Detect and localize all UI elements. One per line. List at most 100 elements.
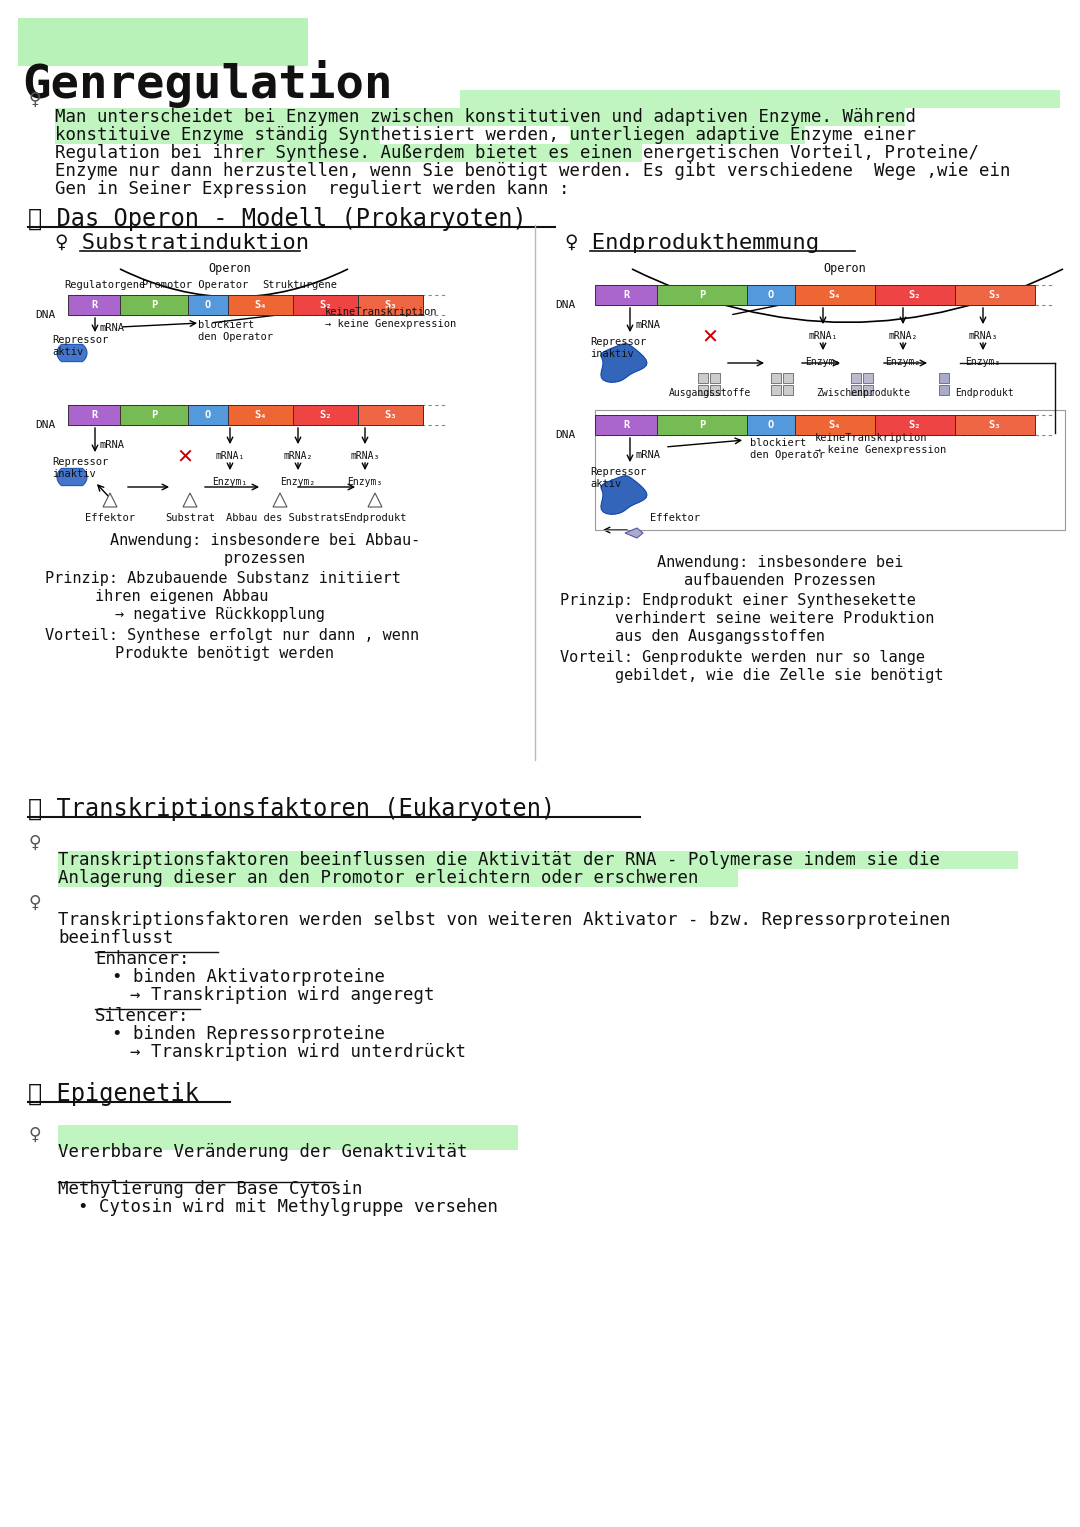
- Text: → keine Genexpression: → keine Genexpression: [815, 444, 946, 455]
- Text: verhindert seine weitere Produktion: verhindert seine weitere Produktion: [615, 611, 934, 626]
- Text: O: O: [205, 411, 211, 420]
- Polygon shape: [273, 493, 287, 507]
- Text: Repressor: Repressor: [52, 334, 108, 345]
- Text: Gen in Seiner Expression  reguliert werden kann :: Gen in Seiner Expression reguliert werde…: [55, 180, 569, 199]
- Text: S₂: S₂: [908, 420, 921, 431]
- Text: ♀: ♀: [28, 90, 41, 110]
- Text: ♀: ♀: [28, 1125, 41, 1145]
- Text: → Transkription wird angeregt: → Transkription wird angeregt: [130, 986, 434, 1003]
- Text: ② Transkriptionsfaktoren (Eukaryoten): ② Transkriptionsfaktoren (Eukaryoten): [28, 797, 555, 822]
- Text: mRNA: mRNA: [100, 440, 125, 450]
- Text: blockiert: blockiert: [198, 321, 254, 330]
- Text: ③ Epigenetik: ③ Epigenetik: [28, 1083, 199, 1106]
- Bar: [710, 373, 720, 383]
- Text: keineTranskription: keineTranskription: [815, 434, 928, 443]
- Bar: [795, 415, 875, 435]
- Bar: [228, 295, 293, 315]
- Text: Methylierung der Base Cytosin: Methylierung der Base Cytosin: [58, 1180, 363, 1199]
- Text: Endprodukt: Endprodukt: [956, 388, 1014, 399]
- Text: ♀ Endprodukthemmung: ♀ Endprodukthemmung: [565, 234, 819, 253]
- Text: mRNA: mRNA: [100, 324, 125, 333]
- Text: Promotor Operator: Promotor Operator: [141, 279, 248, 290]
- Text: P: P: [151, 299, 157, 310]
- Text: mRNA₂: mRNA₂: [283, 450, 313, 461]
- Text: Enzym₃: Enzym₃: [966, 357, 1001, 366]
- Text: mRNA: mRNA: [635, 450, 660, 460]
- Text: den Operator: den Operator: [750, 450, 825, 460]
- Bar: [783, 373, 793, 383]
- Text: den Operator: den Operator: [198, 331, 273, 342]
- Text: Man unterscheidet bei Enzymen zwischen konstitutiven und adaptiven Enzyme. Währe: Man unterscheidet bei Enzymen zwischen k…: [55, 108, 916, 127]
- Bar: [293, 295, 357, 315]
- Text: DNA: DNA: [35, 310, 55, 321]
- Bar: [242, 144, 642, 162]
- Text: Endprodukt: Endprodukt: [343, 513, 406, 524]
- Bar: [293, 405, 357, 425]
- Text: ♀: ♀: [28, 893, 41, 913]
- Polygon shape: [57, 345, 87, 362]
- Text: mRNA₃: mRNA₃: [350, 450, 380, 461]
- Bar: [188, 295, 228, 315]
- Text: Anlagerung dieser an den Promotor erleichtern oder erschweren: Anlagerung dieser an den Promotor erleic…: [58, 869, 699, 887]
- Bar: [460, 90, 1059, 108]
- Polygon shape: [600, 344, 647, 382]
- Text: R: R: [623, 290, 630, 299]
- Text: O: O: [768, 290, 774, 299]
- Text: mRNA: mRNA: [635, 321, 660, 330]
- Text: Vorteil: Genprodukte werden nur so lange: Vorteil: Genprodukte werden nur so lange: [561, 651, 924, 664]
- Text: ihren eigenen Abbau: ihren eigenen Abbau: [95, 589, 268, 605]
- Text: inaktiv: inaktiv: [590, 350, 634, 359]
- Bar: [851, 373, 861, 383]
- Text: • binden Repressorproteine: • binden Repressorproteine: [112, 1025, 384, 1043]
- Polygon shape: [600, 475, 647, 515]
- Text: ✕: ✕: [702, 324, 717, 347]
- Text: S₃: S₃: [384, 299, 396, 310]
- Text: P: P: [151, 411, 157, 420]
- Bar: [188, 405, 228, 425]
- Text: aktiv: aktiv: [52, 347, 83, 357]
- Text: S₄: S₄: [254, 411, 267, 420]
- Text: S₄: S₄: [254, 299, 267, 310]
- Text: mRNA₁: mRNA₁: [808, 331, 838, 341]
- Text: S₂: S₂: [320, 411, 332, 420]
- Text: Regulatorgene: Regulatorgene: [65, 279, 146, 290]
- Text: Operon: Operon: [208, 263, 252, 275]
- Bar: [747, 286, 795, 305]
- Bar: [595, 415, 657, 435]
- Bar: [875, 286, 955, 305]
- Text: S₃: S₃: [989, 290, 1001, 299]
- Text: Anwendung: insbesondere bei: Anwendung: insbesondere bei: [657, 554, 903, 570]
- Text: P: P: [699, 290, 705, 299]
- Bar: [595, 411, 1065, 530]
- Bar: [657, 286, 747, 305]
- Text: mRNA₂: mRNA₂: [889, 331, 918, 341]
- Bar: [863, 385, 873, 395]
- Bar: [120, 295, 188, 315]
- Text: S₄: S₄: [828, 420, 841, 431]
- Text: S₃: S₃: [989, 420, 1001, 431]
- Bar: [851, 385, 861, 395]
- Text: Effektor: Effektor: [650, 513, 700, 524]
- Bar: [771, 373, 781, 383]
- Text: Enhancer:: Enhancer:: [95, 950, 189, 968]
- Text: S₄: S₄: [828, 290, 841, 299]
- Text: S₃: S₃: [384, 411, 396, 420]
- Text: DNA: DNA: [35, 420, 55, 431]
- Text: DNA: DNA: [555, 431, 576, 440]
- Text: R: R: [91, 299, 97, 310]
- Polygon shape: [625, 528, 643, 538]
- Bar: [955, 415, 1035, 435]
- Text: • Cytosin wird mit Methylgruppe versehen: • Cytosin wird mit Methylgruppe versehen: [78, 1199, 498, 1215]
- Bar: [68, 295, 120, 315]
- Text: mRNA₁: mRNA₁: [215, 450, 245, 461]
- Text: Enzym₂: Enzym₂: [886, 357, 920, 366]
- Text: aus den Ausgangsstoffen: aus den Ausgangsstoffen: [615, 629, 825, 644]
- Text: Strukturgene: Strukturgene: [262, 279, 337, 290]
- Text: ♀: ♀: [28, 834, 41, 854]
- Text: Repressor: Repressor: [590, 467, 646, 476]
- Text: P: P: [699, 420, 705, 431]
- Bar: [698, 373, 708, 383]
- Text: DNA: DNA: [555, 299, 576, 310]
- Text: Operon: Operon: [824, 263, 866, 275]
- Text: Enzym₁: Enzym₁: [806, 357, 840, 366]
